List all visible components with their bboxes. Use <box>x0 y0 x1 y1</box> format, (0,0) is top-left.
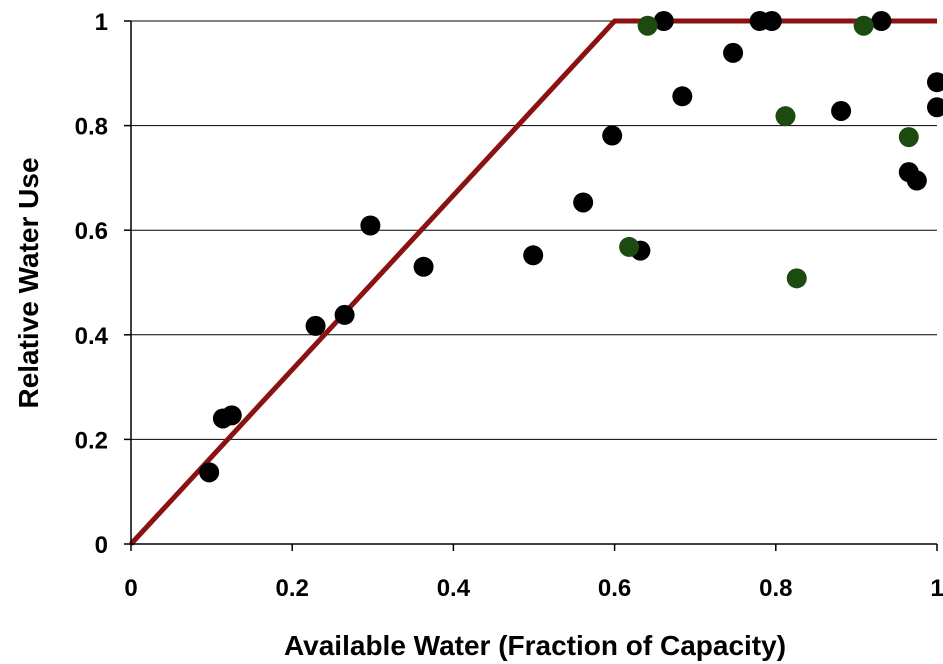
data-point-s0-21 <box>927 97 943 118</box>
y-tick-label-1: 0.2 <box>75 427 108 454</box>
x-axis-title: Available Water (Fraction of Capacity) <box>284 630 786 661</box>
data-point-s0-12 <box>672 86 693 107</box>
y-tick-label-5: 1 <box>95 9 108 36</box>
y-tick-label-4: 0.8 <box>75 114 108 141</box>
y-tick-label-3: 0.6 <box>75 218 108 245</box>
x-tick-label-2: 0.4 <box>437 575 471 602</box>
data-point-s0-17 <box>871 11 892 31</box>
x-tick-label-4: 0.8 <box>759 575 792 602</box>
grid-lines <box>131 20 937 440</box>
axes <box>124 20 938 551</box>
data-point-s0-15 <box>761 11 782 31</box>
x-tick-label-1: 0.2 <box>276 575 309 602</box>
data-point-s0-3 <box>305 315 326 336</box>
x-tick-label-5: 1 <box>930 575 943 602</box>
series-line-2 <box>129 18 937 546</box>
data-point-s0-13 <box>723 42 744 63</box>
data-point-s0-16 <box>831 100 852 121</box>
data-point-s0-2 <box>221 405 242 426</box>
series-lines <box>129 18 937 546</box>
data-point-s0-11 <box>653 11 674 31</box>
data-point-s0-6 <box>413 256 434 277</box>
data-point-s0-4 <box>334 304 355 325</box>
data-point-s1-3 <box>786 268 807 289</box>
data-point-s1-0 <box>619 236 640 257</box>
data-point-s0-19 <box>906 170 927 191</box>
data-point-s0-20 <box>927 72 943 93</box>
data-point-s0-9 <box>602 125 623 146</box>
tick-labels: 0 0.2 0.4 0.6 0.8 1 0 0.2 0.4 0.6 0.8 1 <box>75 9 943 602</box>
data-points <box>199 11 943 483</box>
data-point-s1-4 <box>853 15 874 36</box>
x-tick-label-3: 0.6 <box>598 575 631 602</box>
data-point-s1-5 <box>898 127 919 148</box>
data-point-s0-0 <box>199 462 220 483</box>
data-point-s0-8 <box>573 192 594 213</box>
x-tick-label-0: 0 <box>124 575 137 602</box>
data-point-s1-1 <box>637 15 658 36</box>
y-axis-title: Relative Water Use <box>13 157 44 408</box>
data-point-s1-2 <box>775 106 796 127</box>
data-point-s0-7 <box>523 245 544 266</box>
data-point-s0-5 <box>360 215 381 236</box>
y-tick-label-0: 0 <box>95 532 108 559</box>
y-tick-label-2: 0.4 <box>75 323 109 350</box>
